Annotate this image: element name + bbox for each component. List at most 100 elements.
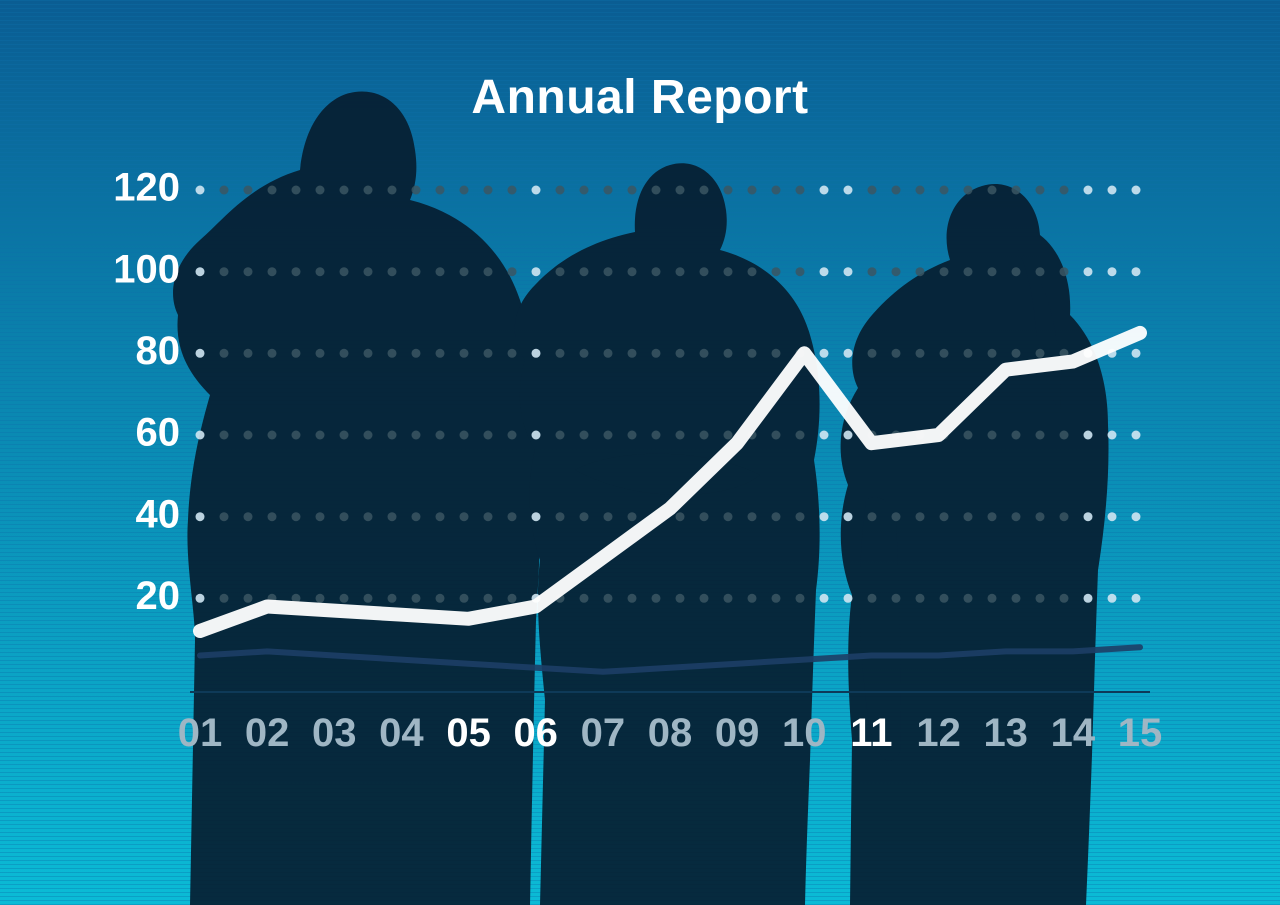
grid-dot — [556, 431, 565, 440]
grid-dot — [988, 594, 997, 603]
grid-dot — [700, 349, 709, 358]
grid-dot — [484, 349, 493, 358]
grid-dot — [340, 512, 349, 521]
grid-dot — [220, 349, 229, 358]
xtick-label: 01 — [178, 711, 223, 755]
grid-dot — [724, 512, 733, 521]
grid-dot — [820, 594, 829, 603]
grid-dot — [796, 186, 805, 195]
grid-dot — [292, 512, 301, 521]
grid-dot — [988, 349, 997, 358]
grid-dot — [772, 594, 781, 603]
grid-dot — [388, 594, 397, 603]
grid-dot — [220, 267, 229, 276]
xtick-label: 07 — [581, 711, 626, 755]
ytick-label: 20 — [136, 574, 181, 618]
grid-dot — [484, 431, 493, 440]
grid-dot — [988, 512, 997, 521]
grid-dot — [460, 186, 469, 195]
grid-dot — [628, 431, 637, 440]
grid-dot — [292, 267, 301, 276]
grid-dot — [844, 186, 853, 195]
grid-dot — [1060, 267, 1069, 276]
grid-dot — [460, 431, 469, 440]
grid-dot — [436, 349, 445, 358]
chart-gridlines — [196, 186, 1141, 603]
grid-dot — [436, 431, 445, 440]
grid-dot — [556, 186, 565, 195]
grid-dot — [532, 431, 541, 440]
grid-dot — [556, 349, 565, 358]
xtick-label: 09 — [715, 711, 760, 755]
grid-dot — [292, 349, 301, 358]
grid-dot — [628, 186, 637, 195]
grid-dot — [1060, 186, 1069, 195]
grid-dot — [940, 267, 949, 276]
grid-dot — [796, 512, 805, 521]
xtick-label: 02 — [245, 711, 290, 755]
grid-dot — [436, 594, 445, 603]
grid-dot — [964, 267, 973, 276]
grid-dot — [1012, 186, 1021, 195]
grid-dot — [1036, 431, 1045, 440]
grid-dot — [388, 267, 397, 276]
grid-dot — [316, 594, 325, 603]
grid-dot — [604, 186, 613, 195]
ytick-label: 60 — [136, 411, 181, 455]
grid-dot — [580, 431, 589, 440]
grid-dot — [268, 512, 277, 521]
grid-dot — [1012, 431, 1021, 440]
chart-xticks: 010203040506070809101112131415 — [178, 711, 1163, 755]
grid-dot — [460, 512, 469, 521]
grid-dot — [1132, 594, 1141, 603]
xtick-label: 15 — [1118, 711, 1163, 755]
grid-dot — [340, 594, 349, 603]
grid-dot — [484, 186, 493, 195]
grid-dot — [436, 512, 445, 521]
grid-dot — [364, 512, 373, 521]
grid-dot — [700, 186, 709, 195]
grid-dot — [1036, 594, 1045, 603]
grid-dot — [772, 512, 781, 521]
grid-dot — [508, 267, 517, 276]
grid-dot — [484, 267, 493, 276]
grid-dot — [316, 431, 325, 440]
grid-dot — [388, 431, 397, 440]
chart-series — [200, 333, 1140, 672]
grid-dot — [316, 512, 325, 521]
grid-dot — [244, 186, 253, 195]
grid-dot — [244, 431, 253, 440]
grid-dot — [196, 594, 205, 603]
grid-dot — [244, 512, 253, 521]
grid-dot — [724, 431, 733, 440]
grid-dot — [724, 349, 733, 358]
grid-dot — [196, 186, 205, 195]
grid-dot — [700, 512, 709, 521]
grid-dot — [1060, 594, 1069, 603]
xtick-label: 12 — [916, 711, 961, 755]
grid-dot — [364, 186, 373, 195]
grid-dot — [532, 349, 541, 358]
grid-dot — [772, 267, 781, 276]
grid-dot — [412, 431, 421, 440]
grid-dot — [1036, 267, 1045, 276]
grid-dot — [748, 512, 757, 521]
xtick-label: 14 — [1051, 711, 1096, 755]
grid-dot — [892, 349, 901, 358]
grid-dot — [700, 594, 709, 603]
grid-dot — [676, 349, 685, 358]
grid-dot — [844, 431, 853, 440]
grid-dot — [340, 267, 349, 276]
grid-dot — [1012, 594, 1021, 603]
grid-dot — [268, 349, 277, 358]
grid-dot — [724, 594, 733, 603]
grid-dot — [1084, 267, 1093, 276]
grid-dot — [316, 186, 325, 195]
grid-dot — [820, 267, 829, 276]
grid-dot — [580, 349, 589, 358]
grid-dot — [1132, 349, 1141, 358]
grid-dot — [628, 349, 637, 358]
grid-dot — [964, 186, 973, 195]
grid-dot — [964, 349, 973, 358]
grid-dot — [724, 186, 733, 195]
